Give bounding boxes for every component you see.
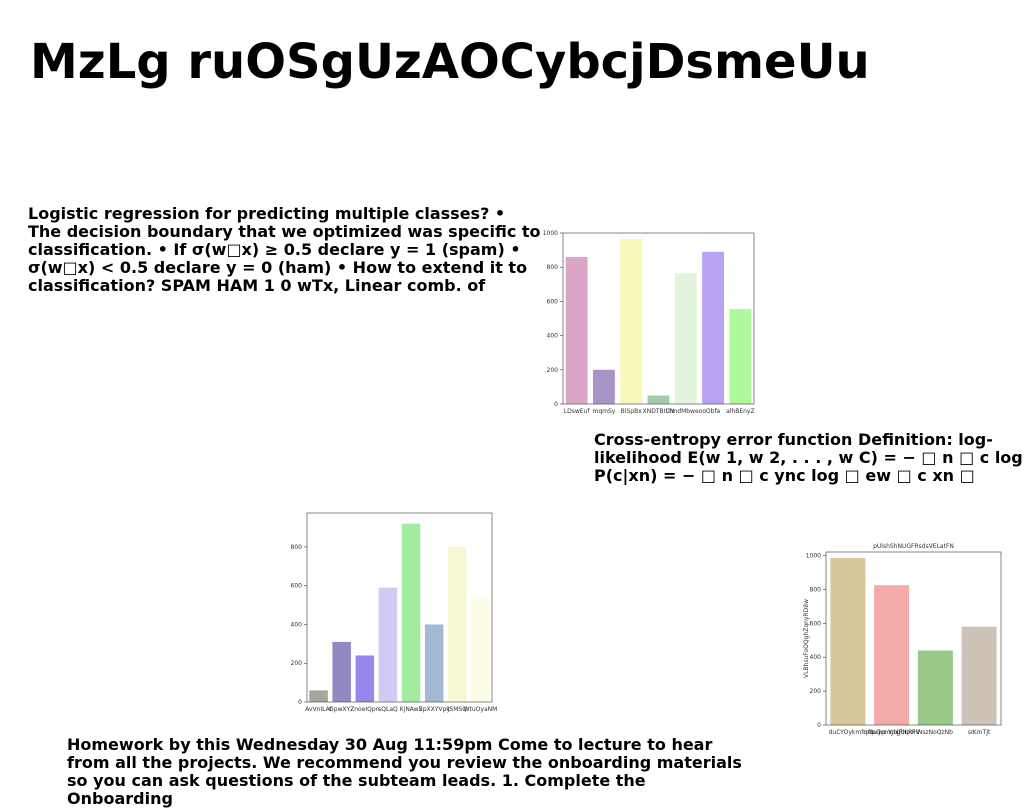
y-tick-label: 0 — [554, 401, 558, 408]
x-tick-label: Obfa — [706, 408, 721, 415]
x-tick-label: KjNAwS — [400, 706, 423, 713]
bar — [401, 523, 421, 702]
x-tick-label: alhBEnyZ — [726, 408, 755, 415]
bar — [309, 690, 328, 702]
y-tick-label: 400 — [547, 333, 559, 340]
bar — [647, 395, 670, 404]
x-tick-label: JSMSQ — [447, 706, 468, 713]
y-tick-label: 400 — [291, 621, 303, 628]
bar — [674, 273, 697, 404]
x-tick-label: ClmdMbweoo — [666, 408, 707, 415]
chart: 0 200 400 600 800 1000 LDswEuf mqmSy BlSpBx XNDTB… — [543, 230, 755, 415]
y-tick-label: 200 — [291, 660, 303, 667]
x-tick-label: mAblspuGj wpsmYgnbcjgRbhInpRoFHV — [863, 729, 921, 736]
bar — [448, 546, 467, 702]
bar — [917, 650, 953, 725]
page: MzLg ruOSgUzAOCybcjDsmeUu Logistic regre… — [28, 34, 1023, 808]
bar — [593, 369, 615, 404]
x-tick-label: BlSpBx — [621, 408, 643, 415]
bar — [874, 585, 910, 725]
plot-frame — [825, 551, 1002, 726]
y-tick-label: 200 — [547, 367, 559, 374]
y-tick-label: 400 — [810, 654, 822, 661]
chart: pUlshShNUGFRsdsVELatFN VLBhsuFoOQghZqnyRD… — [803, 543, 1002, 736]
y-tick-label: 0 — [298, 699, 302, 706]
y-tick-label: 1000 — [543, 230, 558, 237]
x-tick-label: ZnoeIQpn — [350, 706, 380, 713]
x-tick-label: NszNoQzNb — [918, 729, 953, 736]
bar — [830, 558, 866, 725]
bar — [355, 655, 375, 702]
x-tick-label: LDswEuf — [564, 408, 591, 415]
y-tick-label: 600 — [291, 583, 303, 590]
bar — [424, 624, 444, 702]
plot-frame — [562, 232, 755, 405]
bar — [471, 599, 490, 702]
bar — [378, 587, 398, 702]
y-tick-label: 800 — [810, 586, 822, 593]
chart-title: pUlshShNUGFRsdsVELatFN — [873, 543, 954, 550]
bar — [332, 641, 351, 702]
x-tick-label: mqmSy — [592, 408, 615, 415]
paragraph: Cross-entropy error function Definition:… — [594, 430, 1023, 485]
x-tick-label: sIKmTJt — [968, 729, 991, 736]
y-tick-label: 200 — [810, 688, 822, 695]
x-tick-label: WtuOyaNM — [464, 706, 498, 713]
y-axis-label: VLBhsuFoOQghZqnyRD8w — [803, 599, 810, 678]
plot-frame — [306, 512, 493, 703]
y-tick-label: 600 — [547, 298, 559, 305]
bar — [729, 309, 752, 404]
x-tick-label: GpwXYZ — [329, 706, 354, 713]
y-tick-label: 800 — [547, 264, 559, 271]
page-title: MzLg ruOSgUzAOCybcjDsmeUu — [30, 34, 870, 90]
x-tick-label: XNDTBIUN — [643, 408, 675, 415]
y-tick-label: 0 — [817, 722, 821, 729]
bar — [565, 256, 588, 404]
bar — [961, 626, 997, 725]
paragraph: Homework by this Wednesday 30 Aug 11:59p… — [67, 735, 742, 808]
x-tick-label: duCYOykmfq — [829, 729, 868, 736]
bar — [702, 251, 724, 404]
x-tick-label: sQLaQ — [378, 706, 398, 713]
y-tick-label: 1000 — [806, 553, 821, 560]
x-tick-label: AvVnILAt — [305, 706, 332, 713]
chart: 0 200 400 600 800 AvVnILAtGpwXYZZnoeIQpnsQLaQ… — [291, 512, 498, 713]
x-tick-label: ZpXXYVpk — [419, 706, 451, 713]
y-tick-label: 600 — [810, 620, 822, 627]
bar — [620, 238, 643, 404]
y-tick-label: 800 — [291, 544, 303, 551]
paragraph: Logistic regression for predicting multi… — [28, 204, 541, 295]
